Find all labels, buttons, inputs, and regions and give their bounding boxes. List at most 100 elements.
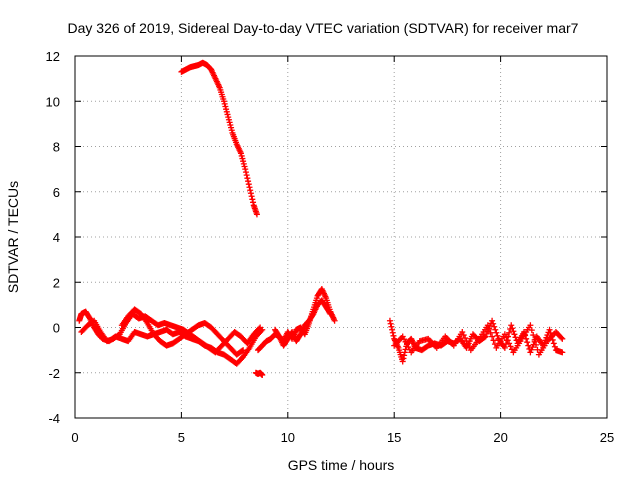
data-point-interp [247,190,254,197]
data-point-interp [489,333,496,340]
data-point-interp [481,334,488,341]
data-point-interp [511,331,518,338]
y-tick-label: 10 [46,94,60,109]
data-point-interp [388,323,395,330]
data-point-interp [249,196,256,203]
data-point-interp [387,320,394,327]
data-point [257,324,264,331]
y-tick-label: -4 [48,411,60,426]
y-tick-label: 0 [53,321,60,336]
data-point [527,322,534,329]
y-tick-label: 12 [46,49,60,64]
grid-lines [75,56,607,418]
data-point-interp [245,178,252,185]
data-point-interp [550,340,557,347]
data-point-interp [245,181,252,188]
y-tick-label: 8 [53,140,60,155]
data-point-interp [492,326,499,333]
data-point-interp [494,332,501,339]
data-point-interp [506,329,513,336]
data-point-interp [504,337,511,344]
data-point-interp [390,332,397,339]
data-point-interp [490,337,497,344]
data-point [259,372,266,379]
data-point [508,322,515,329]
data-point [501,331,508,338]
x-tick-label: 0 [71,430,78,445]
data-point-interp [247,187,254,194]
data-point-interp [401,349,408,356]
data-point [399,358,406,365]
data-point [489,317,496,324]
data-point-interp [528,327,535,334]
data-point-interp [502,341,509,348]
y-tick-label: -2 [48,366,60,381]
data-point-interp [524,339,531,346]
chart-title: Day 326 of 2019, Sidereal Day-to-day VTE… [68,20,579,36]
data-point-interp [462,335,469,342]
data-point [331,317,338,324]
data-point-interp [503,334,510,341]
data-point [246,184,253,191]
x-tick-label: 5 [178,430,185,445]
y-axis-label: SDTVAR / TECUs [5,181,21,293]
x-tick-label: 15 [387,430,401,445]
data-point [559,335,566,342]
data-point-interp [242,169,249,176]
y-tick-label: 6 [53,185,60,200]
data-point-interp [531,336,538,343]
data-point-interp [551,343,558,350]
data-point-interp [506,340,513,347]
data-point-interp [508,346,515,353]
data-point-interp [256,325,263,332]
data-points [76,59,566,379]
data-point [242,166,249,173]
x-axis-label: GPS time / hours [288,457,395,473]
data-point-interp [510,328,517,335]
data-point-interp [490,320,497,327]
data-point [386,317,393,324]
data-point-interp [243,172,250,179]
data-point [240,347,247,354]
y-tick-label: 4 [53,230,60,245]
data-point-interp [248,193,255,200]
data-point-interp [487,329,494,336]
data-point-interp [512,334,519,341]
data-point-interp [463,338,470,345]
data-point-interp [460,332,467,339]
data-point-interp [493,329,500,336]
data-point-interp [509,325,516,332]
data-point-interp [466,344,473,351]
data-point [501,344,508,351]
data-point-interp [401,352,408,359]
x-tick-label: 25 [600,430,614,445]
data-point-interp [507,343,514,350]
data-point-interp [491,323,498,330]
data-point-interp [250,199,257,206]
x-tick-label: 20 [493,430,507,445]
data-point-interp [244,175,251,182]
data-point [459,329,466,336]
axis-ticks: 0 5 10 15 20 25 -4 -2 0 2 4 6 8 10 12 [46,49,615,445]
plot-frame [74,55,608,419]
x-tick-label: 10 [281,430,295,445]
data-point-interp [486,326,493,333]
data-point [546,326,553,333]
data-point-interp [530,332,537,339]
data-point [253,211,260,218]
y-tick-label: 2 [53,275,60,290]
data-point [327,310,334,317]
data-point-interp [389,326,396,333]
data-point [559,349,566,356]
data-point [484,322,491,329]
data-point-interp [533,341,540,348]
data-point-interp [326,309,333,316]
data-point-interp [525,342,532,349]
data-point-interp [558,334,565,341]
data-point-interp [389,329,396,336]
data-point-interp [400,355,407,362]
data-point-interp [239,347,246,354]
data-point-interp [464,341,471,348]
